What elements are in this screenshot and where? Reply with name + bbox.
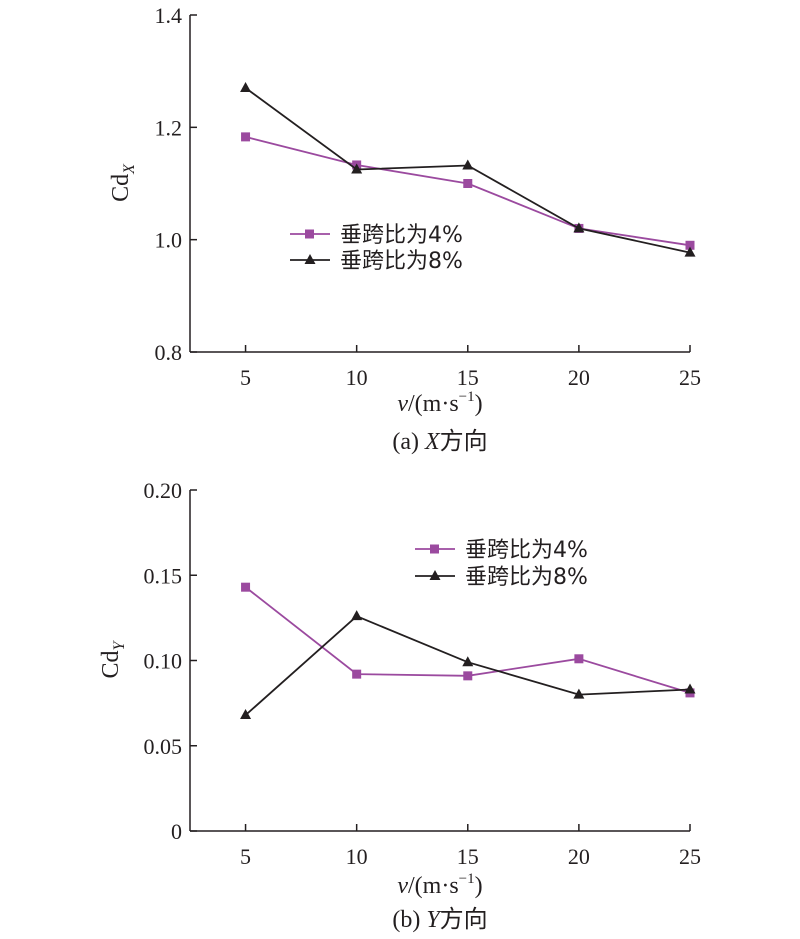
- panel-b-y-ticks: 0 0.05 0.10 0.15 0.20: [144, 478, 197, 844]
- legend-label-4pct: 垂跨比为4%: [465, 538, 588, 563]
- series-line-8pct: [245, 87, 691, 254]
- panel-a-y-ticks: 0.8 1.0 1.2 1.4: [155, 3, 197, 365]
- data-point-triangle: [573, 222, 585, 233]
- y-tick-label: 0.05: [144, 734, 183, 759]
- data-point-triangle: [462, 159, 474, 170]
- y-tick-label: 0: [171, 819, 182, 844]
- y-tick-label: 1.0: [155, 228, 183, 253]
- y-tick-label: 0.8: [155, 340, 183, 365]
- panel-a-legend-entry-8pct: 垂跨比为8%: [290, 249, 463, 274]
- data-point-triangle: [684, 683, 696, 694]
- legend-square-marker: [430, 544, 439, 554]
- data-point-square: [574, 654, 584, 664]
- data-point-square: [241, 132, 251, 142]
- x-tick-label: 20: [568, 365, 590, 390]
- legend-label-8pct: 垂跨比为8%: [465, 565, 588, 590]
- data-point-triangle: [351, 163, 363, 174]
- series-line-4pct: [245, 136, 691, 247]
- legend-triangle-marker: [304, 254, 316, 264]
- data-point-triangle: [240, 709, 252, 720]
- panel-a-x-ticks: 5 10 15 20 25: [240, 345, 701, 390]
- panel-a-x-axis-title: v/(m·s−1): [397, 389, 482, 417]
- panel-a: 0.8 1.0 1.2 1.4 5 10 15 20 25 CdX v/(m·s−1) (a)…: [108, 3, 701, 455]
- y-tick-label: 0.15: [144, 563, 183, 588]
- panel-a-series: [240, 82, 696, 257]
- y-tick-label: 0.10: [144, 649, 183, 674]
- panel-b-caption: (b) Y方向: [392, 906, 487, 933]
- panel-b-y-axis-title: CdY: [98, 639, 128, 678]
- x-tick-label: 10: [346, 844, 368, 869]
- legend-label-4pct: 垂跨比为4%: [340, 223, 463, 248]
- y-tick-label: 1.2: [155, 115, 183, 140]
- x-tick-label: 15: [457, 844, 479, 869]
- data-point-triangle: [684, 246, 696, 257]
- panel-a-y-axis-title: CdX: [108, 163, 138, 202]
- data-point-square: [463, 179, 473, 188]
- data-point-square: [685, 240, 695, 250]
- data-point-triangle: [573, 688, 585, 699]
- panel-a-legend-entry-4pct: 垂跨比为4%: [290, 223, 463, 248]
- data-point-triangle: [240, 82, 252, 93]
- panel-b-series: [240, 582, 696, 720]
- data-point-triangle: [462, 656, 474, 667]
- data-point-square: [463, 671, 473, 681]
- x-tick-label: 5: [240, 365, 251, 390]
- panel-b-x-ticks: 5 10 15 20 25: [240, 824, 701, 869]
- panel-b-legend-entry-4pct: 垂跨比为4%: [415, 538, 588, 563]
- y-tick-label: 1.4: [155, 3, 183, 28]
- data-point-square: [241, 582, 251, 592]
- panel-a-legend: 垂跨比为4% 垂跨比为8%: [290, 223, 463, 274]
- x-tick-label: 25: [679, 844, 701, 869]
- legend-square-marker: [305, 229, 314, 239]
- x-tick-label: 15: [457, 365, 479, 390]
- legend-label-8pct: 垂跨比为8%: [340, 249, 463, 274]
- panel-b-legend: 垂跨比为4% 垂跨比为8%: [415, 538, 588, 590]
- panel-b-x-axis-title: v/(m·s−1): [397, 871, 482, 899]
- panel-a-caption: (a) X方向: [392, 428, 487, 455]
- x-tick-label: 10: [346, 365, 368, 390]
- x-tick-label: 5: [240, 844, 251, 869]
- data-point-square: [352, 669, 362, 679]
- y-tick-label: 0.20: [144, 478, 183, 503]
- x-tick-label: 25: [679, 365, 701, 390]
- panel-b: 0 0.05 0.10 0.15 0.20 5 10 15 20 25 CdY v/(m·s−1…: [98, 478, 701, 933]
- panel-b-legend-entry-8pct: 垂跨比为8%: [415, 565, 588, 590]
- data-point-triangle: [351, 610, 363, 621]
- legend-triangle-marker: [429, 570, 441, 580]
- x-tick-label: 20: [568, 844, 590, 869]
